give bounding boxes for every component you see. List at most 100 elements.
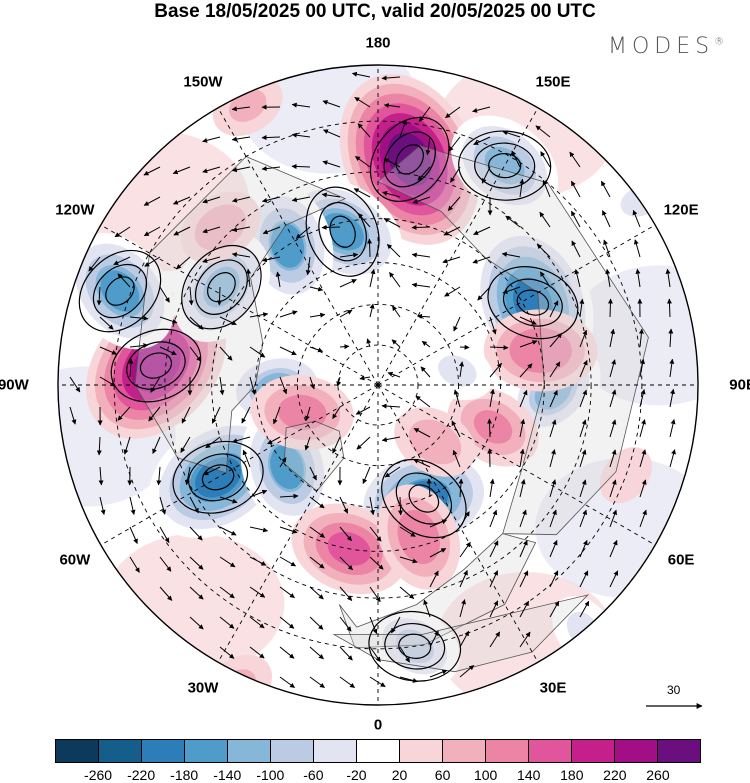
wind-vector-arrow — [249, 346, 266, 358]
wind-vector-arrow — [381, 403, 401, 409]
colorbar-bin — [99, 740, 142, 762]
wind-vector-arrow — [669, 419, 676, 438]
wind-vector-arrow — [279, 310, 298, 318]
wind-vector-arrow — [246, 268, 252, 288]
anomaly-shading — [58, 65, 698, 705]
brand-name: MODES — [608, 34, 715, 59]
wind-vector-arrow — [415, 395, 431, 408]
wind-vector-arrow — [353, 188, 371, 198]
wind-vector-arrow — [279, 616, 295, 629]
wind-vector-arrow — [519, 316, 537, 325]
wind-vector-arrow — [602, 210, 611, 228]
latitude-circle — [337, 344, 419, 426]
wind-vector-arrow — [519, 570, 529, 588]
longitude-label: 150E — [535, 73, 571, 91]
wind-vector-arrow — [332, 406, 341, 420]
wind-vector-arrow — [211, 406, 221, 424]
wind-vector-arrow — [359, 375, 371, 381]
wind-vector-arrow — [369, 303, 375, 318]
wind-vector-arrow — [113, 256, 131, 266]
wind-vector-arrow — [129, 526, 138, 544]
wind-vector-arrow — [143, 196, 161, 206]
wind-vector-arrow — [369, 268, 376, 288]
wind-vector-arrow — [453, 316, 461, 332]
wind-vector-arrow — [99, 496, 106, 515]
colorbar-bin — [486, 740, 529, 762]
registered-mark: ® — [714, 36, 725, 48]
wind-vector-arrow — [152, 436, 161, 454]
wind-vector-arrow — [609, 328, 616, 348]
wind-vector-arrow — [416, 313, 431, 319]
wind-vector-arrow — [309, 376, 316, 390]
wind-vector-arrow — [579, 329, 588, 348]
wind-vector-arrow — [459, 599, 466, 618]
wind-vector-arrow — [249, 312, 269, 318]
wind-vector-arrow — [413, 428, 431, 438]
wind-vector-arrow — [369, 646, 381, 663]
colorbar-bin — [615, 740, 658, 762]
anomaly-patch — [270, 444, 304, 490]
wind-vector-arrow — [473, 226, 491, 235]
height-contour — [194, 259, 248, 315]
coastline — [338, 533, 537, 649]
wind-vector-arrow — [351, 71, 371, 78]
wind-vector-arrow — [339, 586, 353, 601]
wind-vector-arrow — [519, 389, 528, 408]
wind-vector-arrow — [339, 616, 352, 632]
wind-vector-arrow — [219, 346, 233, 361]
wind-vector-arrow — [411, 282, 431, 288]
height-contour — [384, 623, 446, 670]
wind-vector-arrow — [219, 316, 237, 326]
wind-vector-arrow — [309, 676, 325, 689]
wind-vector-arrow — [202, 196, 221, 204]
wind-vector-arrow — [383, 158, 401, 168]
wind-vector-arrow — [99, 376, 116, 387]
meridian-line — [377, 107, 539, 386]
wind-vector-arrow — [262, 226, 281, 235]
longitude-label: 30E — [539, 679, 567, 697]
wind-vector-arrow — [279, 676, 296, 689]
meridian-line — [217, 384, 379, 663]
longitude-label: 150W — [183, 73, 223, 91]
wind-vector-arrow — [279, 376, 288, 395]
wind-vector-arrow — [202, 136, 221, 143]
wind-vector-arrow — [451, 420, 461, 438]
wind-vector-arrow — [180, 436, 191, 453]
wind-vector-arrow — [98, 466, 104, 486]
wind-vector-arrow — [579, 570, 589, 588]
wind-vector-arrow — [219, 556, 236, 568]
wind-vector-arrow — [309, 286, 324, 292]
wind-vector-arrow — [383, 103, 401, 108]
wind-vector-arrow — [389, 271, 401, 288]
colorbar-tick-label: -60 — [303, 767, 324, 783]
wind-vector-arrow — [323, 129, 341, 138]
wind-vector-arrow — [411, 224, 431, 230]
wind-vector-arrow — [519, 418, 526, 438]
wind-vector-arrow — [369, 586, 381, 603]
height-contour — [201, 464, 235, 491]
wind-vector-arrow — [249, 616, 265, 629]
wind-vector-arrow — [381, 436, 401, 443]
wind-vector-arrow — [249, 376, 256, 395]
colorbar-tick-label: -180 — [170, 767, 199, 783]
wind-vector-arrow — [549, 300, 559, 318]
height-contour — [395, 144, 424, 175]
wind-vector-arrow — [202, 226, 221, 234]
wind-vector-arrow — [332, 436, 341, 454]
wind-vector-arrow — [477, 286, 491, 301]
latitude-circle — [113, 120, 643, 650]
colorbar-tick-label: 60 — [434, 767, 451, 783]
wind-vector-arrow — [489, 316, 497, 335]
latitude-circle — [164, 171, 592, 599]
wind-vector-arrow — [96, 436, 102, 456]
wind-vector-arrow — [609, 419, 617, 438]
colorbar-bin — [443, 740, 486, 762]
wind-vector-arrow — [176, 256, 191, 270]
wind-vector-arrow — [291, 163, 311, 169]
wind-vector-arrow — [539, 211, 551, 228]
wind-vector-arrow — [669, 388, 676, 408]
wind-vector-arrow — [472, 256, 491, 264]
wind-vector-arrow — [489, 478, 495, 498]
wind-vector-arrow — [203, 466, 221, 476]
anomaly-patch — [569, 265, 698, 406]
